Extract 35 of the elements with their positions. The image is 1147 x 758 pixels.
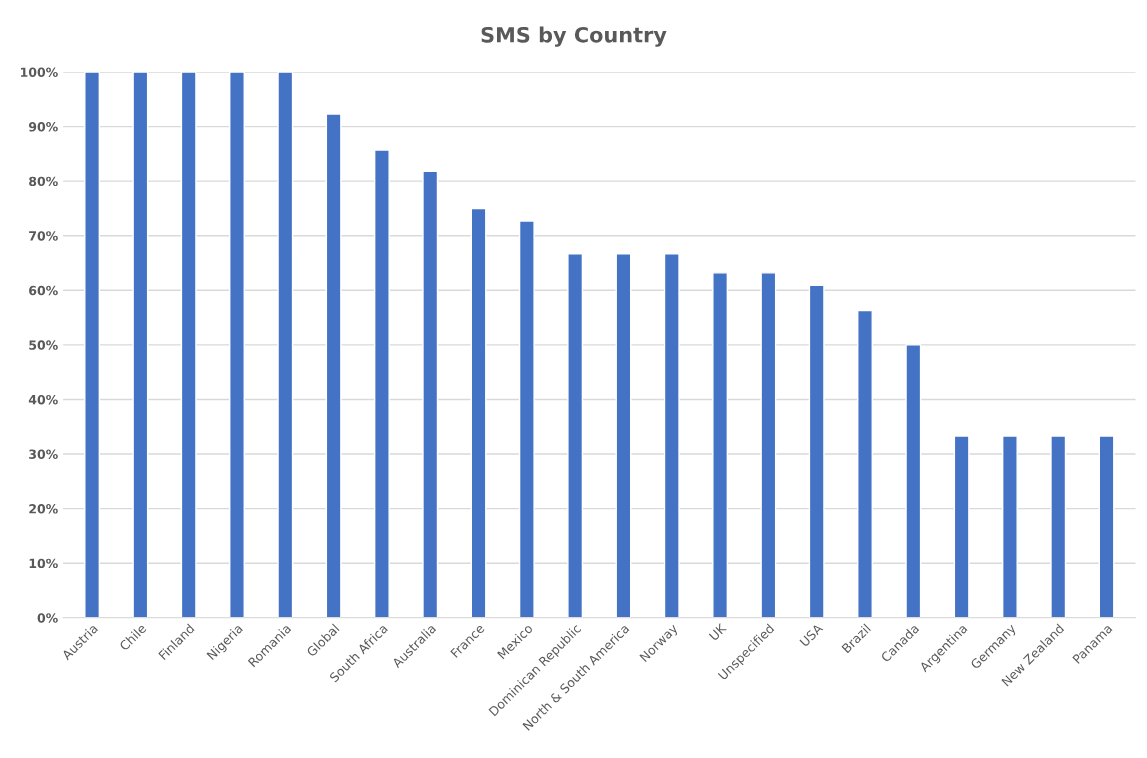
y-tick-label: 30% xyxy=(29,449,58,459)
y-tick-label: 70% xyxy=(29,231,58,241)
bar xyxy=(953,435,970,618)
bar xyxy=(422,170,439,618)
chart-title: SMS by Country xyxy=(481,26,667,47)
bar xyxy=(615,253,632,618)
bar xyxy=(905,344,922,618)
bar xyxy=(373,149,390,618)
bar xyxy=(180,72,197,618)
bar xyxy=(132,72,149,618)
y-tick-label: 90% xyxy=(28,122,58,132)
bar xyxy=(229,72,245,618)
bar xyxy=(663,253,680,618)
bar xyxy=(277,72,294,618)
y-tick-label: 10% xyxy=(29,558,58,569)
bar xyxy=(808,284,825,618)
y-tick-label: 50% xyxy=(29,340,58,350)
bar xyxy=(1001,435,1018,618)
bar xyxy=(325,113,342,618)
bar xyxy=(1050,435,1067,618)
y-tick-label: 20% xyxy=(29,504,58,514)
bar xyxy=(857,309,873,618)
bar xyxy=(760,272,777,618)
bar xyxy=(712,272,729,618)
y-tick-label: 100% xyxy=(21,67,58,77)
y-tick-label: 0% xyxy=(37,613,58,623)
y-tick-label: 60% xyxy=(29,285,58,296)
bar xyxy=(470,207,487,618)
bar xyxy=(518,220,535,618)
bar xyxy=(84,72,101,618)
x-tick-label: USA xyxy=(799,622,824,647)
bar xyxy=(1098,435,1115,618)
y-tick-label: 40% xyxy=(28,394,58,405)
y-tick-label: 80% xyxy=(29,176,58,187)
bar xyxy=(567,253,584,618)
